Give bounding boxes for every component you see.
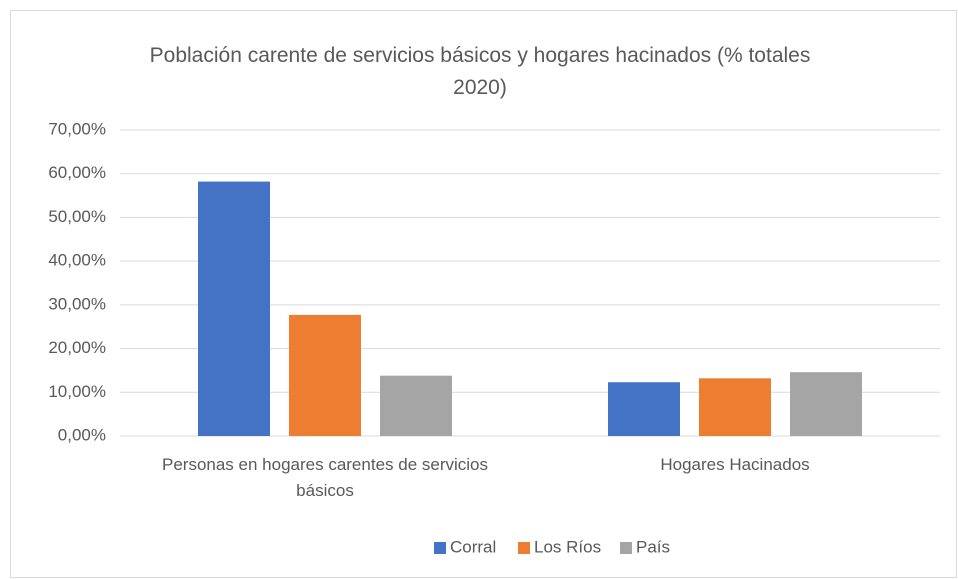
y-tick-label: 20,00% <box>48 338 106 357</box>
bar <box>289 314 361 436</box>
y-tick-label: 30,00% <box>48 294 106 313</box>
bar <box>790 372 862 436</box>
chart-title: Población carente de servicios básicos y… <box>149 44 811 99</box>
legend-swatch <box>518 542 530 554</box>
y-tick-label: 0,00% <box>58 425 106 444</box>
y-tick-label: 10,00% <box>48 382 106 401</box>
bar <box>608 382 680 436</box>
bar <box>198 181 270 436</box>
bar <box>380 375 452 436</box>
legend-label: País <box>636 537 670 556</box>
y-tick-label: 70,00% <box>48 119 106 138</box>
y-tick-label: 50,00% <box>48 207 106 226</box>
y-tick-label: 60,00% <box>48 163 106 182</box>
bar <box>699 378 771 436</box>
x-tick-label: Personas en hogares carentes de servicio… <box>161 455 488 500</box>
chart-border <box>10 10 957 578</box>
legend-swatch <box>434 542 446 554</box>
legend-label: Corral <box>450 537 496 556</box>
y-tick-label: 40,00% <box>48 251 106 270</box>
x-tick-label: Hogares Hacinados <box>660 455 810 474</box>
legend-label: Los Ríos <box>534 537 601 556</box>
legend-swatch <box>620 542 632 554</box>
